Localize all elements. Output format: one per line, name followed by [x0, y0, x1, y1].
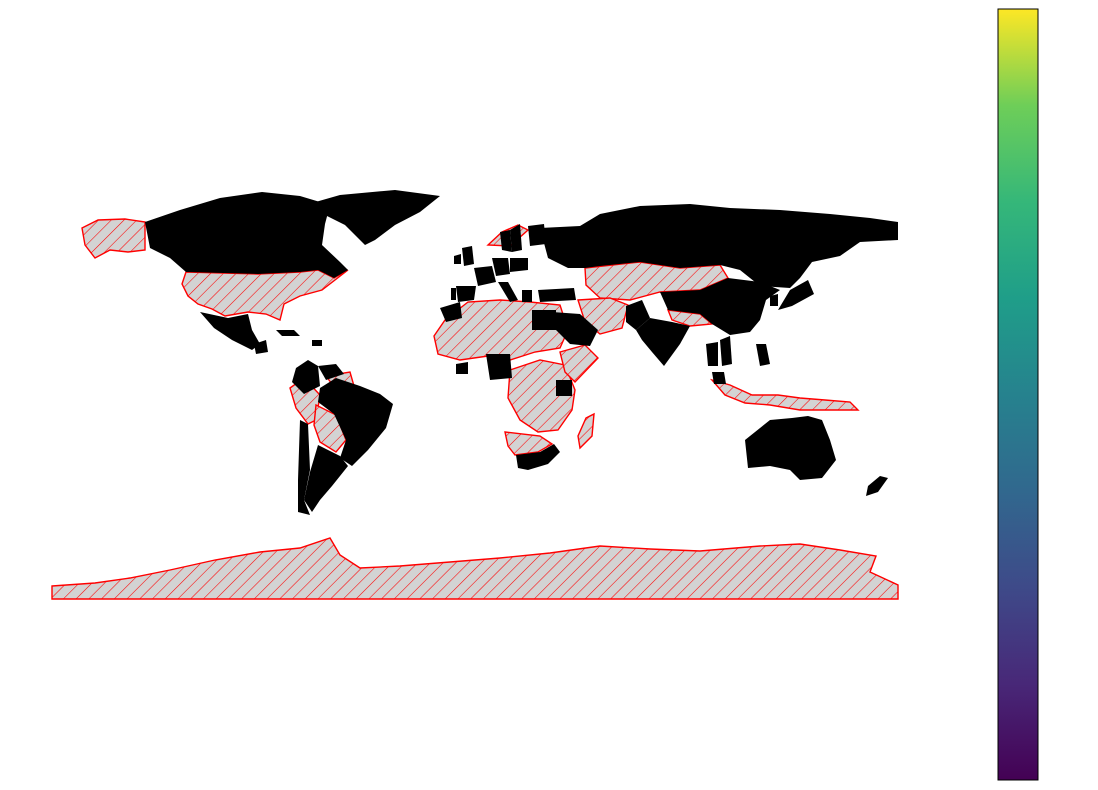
country-antarctica [51, 537, 899, 600]
country-norway [500, 230, 512, 252]
colorbar-gradient [998, 9, 1038, 780]
country-uk [462, 246, 474, 266]
country-dominican-republic [312, 340, 322, 346]
country-india [636, 318, 690, 366]
country-brazil [318, 378, 393, 466]
country-morocco [440, 302, 462, 322]
country-spain [456, 286, 476, 302]
country-tibet-region [666, 309, 714, 327]
country-philippines [756, 344, 770, 366]
country-greenland [305, 190, 440, 245]
country-thailand [706, 342, 718, 366]
country-china [660, 278, 780, 335]
country-guatemala [254, 340, 268, 354]
country-italy [498, 282, 518, 302]
country-south-korea [770, 294, 778, 306]
country-argentina [304, 445, 348, 512]
country-saudi-arabia [552, 312, 598, 346]
country-turkey [538, 288, 576, 302]
country-ireland [454, 254, 461, 264]
country-indonesia [709, 378, 860, 411]
country-south-africa [516, 444, 560, 470]
country-madagascar [577, 412, 595, 450]
country-malaysia [712, 372, 726, 384]
country-canada [145, 192, 348, 278]
country-usa [181, 269, 349, 321]
country-vietnam [720, 336, 732, 366]
country-cuba [276, 330, 300, 336]
country-central-africa [507, 359, 576, 433]
colorbar [997, 8, 1039, 781]
country-australia [745, 416, 836, 480]
country-venezuela [318, 364, 344, 380]
colorbar-frame [997, 8, 1039, 781]
country-kenya [556, 380, 572, 396]
country-colombia [292, 360, 320, 394]
country-sweden [510, 224, 522, 252]
country-mexico [200, 312, 260, 350]
country-new-zealand [866, 476, 888, 496]
country-japan [778, 280, 814, 310]
country-germany [492, 258, 510, 276]
country-southern-africa [504, 431, 554, 456]
country-france [474, 266, 496, 286]
country-cameroon [456, 362, 468, 374]
country-greece [522, 290, 532, 302]
country-alaska [81, 218, 146, 259]
country-portugal [451, 288, 456, 300]
country-chile [298, 420, 310, 515]
country-nigeria [486, 354, 512, 380]
country-poland [510, 258, 528, 272]
country-israel [532, 310, 556, 330]
country-russia [540, 204, 898, 288]
country-east-africa [559, 344, 599, 384]
country-pakistan [626, 300, 650, 330]
